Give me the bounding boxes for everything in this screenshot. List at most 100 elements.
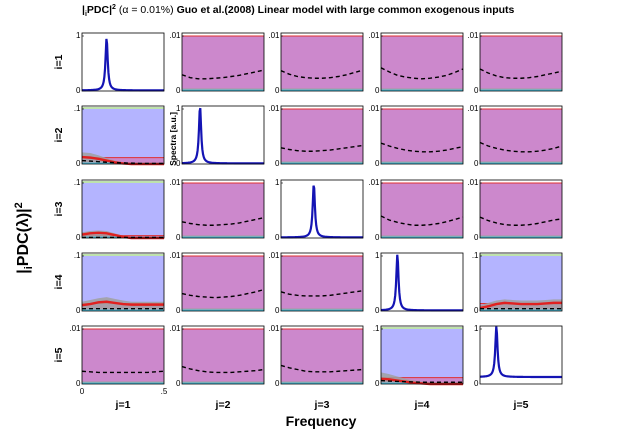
y-tick-label: .1 xyxy=(74,104,81,113)
axes-box xyxy=(181,105,265,165)
y-tick-label: 1 xyxy=(76,31,81,40)
y-tick-label: .01 xyxy=(268,251,280,260)
y-tick-label: 0 xyxy=(176,233,181,242)
y-tick-label: 0 xyxy=(375,86,380,95)
figure-title: |iPDC|2 (α = 0.01%) Guo et al.(2008) Lin… xyxy=(82,4,515,18)
col-label-5: j=5 xyxy=(513,399,529,411)
subplot-5-1: .01 00 .5 xyxy=(69,324,168,396)
significance-region xyxy=(381,183,463,238)
y-tick-label: 0 xyxy=(76,379,81,388)
y-tick-label: .01 xyxy=(467,31,479,40)
subplot-5-5: 10 xyxy=(474,324,563,388)
significance-region xyxy=(480,109,562,164)
subplot-2-4: .01 0 xyxy=(368,104,464,168)
y-tick-label: 0 xyxy=(176,306,181,315)
significance-region xyxy=(182,36,264,91)
subplot-4-3: .01 0 xyxy=(268,251,364,315)
subplot-4-5: .1 0 xyxy=(472,251,563,315)
y-tick-label: .1 xyxy=(472,251,479,260)
axes-box xyxy=(280,105,364,165)
spectrum-line xyxy=(380,254,463,312)
significance-region xyxy=(281,256,363,311)
y-tick-label: 0 xyxy=(275,86,280,95)
y-tick-label: 1 xyxy=(474,324,479,333)
axes-box xyxy=(479,252,563,312)
spectra-axis-label: Spectra [a.u.] xyxy=(168,112,178,166)
significance-region xyxy=(480,183,562,238)
threshold-dashed-line xyxy=(380,215,464,226)
subplot-3-1: .1 0 xyxy=(74,178,165,242)
y-tick-label: 0 xyxy=(474,159,479,168)
threshold-dashed-line xyxy=(280,364,364,373)
threshold-dashed-line xyxy=(479,216,563,226)
significance-region xyxy=(381,109,463,164)
row-label-1: i=1 xyxy=(53,54,65,69)
significance-region xyxy=(281,329,363,384)
y-tick-label: .01 xyxy=(268,104,280,113)
subplot-1-3: .01 0 xyxy=(268,31,364,95)
subplot-1-5: .01 0 xyxy=(467,31,563,95)
subplot-5-4: .1 0 xyxy=(373,324,464,388)
y-tick-label: .01 xyxy=(69,324,81,333)
ylabel-pre: | xyxy=(15,269,32,273)
threshold-dashed-line xyxy=(181,365,265,374)
y-axis-label: |iPDC(λ)|2 xyxy=(13,202,35,273)
significance-region xyxy=(381,329,463,384)
y-tick-label: 1 xyxy=(375,251,380,260)
axes-box xyxy=(380,252,464,312)
ylabel-sup: 2 xyxy=(13,202,25,208)
y-tick-label: .01 xyxy=(268,31,280,40)
subplot-3-5: .01 0 xyxy=(467,178,563,242)
row-label-2: i=2 xyxy=(53,127,65,142)
axes-box xyxy=(81,32,165,92)
y-tick-label: .1 xyxy=(373,324,380,333)
significance-region xyxy=(182,183,264,238)
threshold-dashed-line xyxy=(280,290,364,297)
y-tick-label: .01 xyxy=(169,324,181,333)
y-tick-label: .1 xyxy=(74,251,81,260)
y-tick-label: 0 xyxy=(176,159,181,168)
y-tick-label: .01 xyxy=(368,31,380,40)
y-tick-label: .01 xyxy=(169,178,181,187)
subplot-5-2: .01 0 xyxy=(169,324,265,388)
subplot-2-5: .01 0 xyxy=(467,104,563,168)
axes-box xyxy=(380,32,464,92)
subplot-3-2: .01 0 xyxy=(169,178,265,242)
ylabel-sub: i xyxy=(23,266,35,269)
subplot-1-2: .01 0 xyxy=(169,31,265,95)
subplot-4-1: .1 0 xyxy=(74,251,165,315)
title-rest: Guo et al.(2008) Linear model with large… xyxy=(174,4,515,16)
y-tick-label: 0 xyxy=(375,233,380,242)
pdc-line xyxy=(479,301,562,310)
subplot-1-1: 10 xyxy=(76,31,165,95)
axes-box xyxy=(81,179,165,239)
axes-box xyxy=(380,105,464,165)
y-tick-label: .01 xyxy=(169,31,181,40)
x-axis-label: Frequency xyxy=(286,413,357,429)
y-tick-label: 0 xyxy=(76,306,81,315)
y-tick-label: .01 xyxy=(169,251,181,260)
threshold-dashed-line xyxy=(380,142,464,153)
row-label-4: i=4 xyxy=(53,274,65,289)
threshold-dashed-line xyxy=(181,69,265,80)
y-tick-label: 0 xyxy=(474,306,479,315)
subplot-2-3: .01 0 xyxy=(268,104,364,168)
y-tick-label: 0 xyxy=(474,86,479,95)
row-label-5: i=5 xyxy=(53,347,65,362)
y-tick-label: 0 xyxy=(76,159,81,168)
subplot-5-3: .01 0 xyxy=(268,324,364,388)
subplot-3-4: .01 0 xyxy=(368,178,464,242)
axes-box xyxy=(81,325,165,385)
y-tick-label: 0 xyxy=(76,86,81,95)
threshold-dashed-line xyxy=(479,68,563,79)
axes-box xyxy=(479,179,563,239)
significance-region xyxy=(281,109,363,164)
y-tick-label: .01 xyxy=(368,104,380,113)
ylabel-main: PDC(λ)| xyxy=(15,208,32,266)
x-tick-label: 0 xyxy=(80,387,85,396)
axes-box xyxy=(380,325,464,385)
y-tick-label: 0 xyxy=(474,379,479,388)
confidence-band xyxy=(82,152,164,164)
plot-area xyxy=(182,106,264,164)
significance-region xyxy=(182,329,264,384)
